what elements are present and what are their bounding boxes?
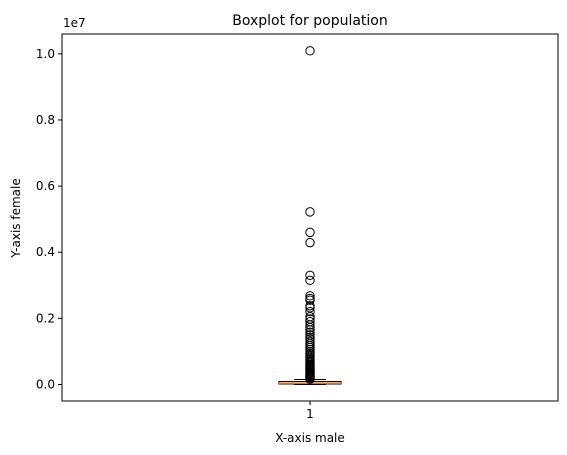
outlier-point	[305, 275, 315, 286]
outlier-point	[305, 327, 315, 337]
x-tick-label: 1	[306, 407, 314, 421]
outlier-point	[305, 325, 315, 335]
outlier-point	[305, 307, 315, 317]
y-tick-label: 0.8	[36, 113, 55, 127]
outlier-point	[305, 237, 315, 248]
x-axis-ticks: 1	[306, 401, 314, 421]
y-axis-ticks: 0.0 0.2 0.4 0.6 0.8 1.0	[36, 47, 62, 391]
x-axis-label: X-axis male	[275, 431, 345, 445]
y-tick-label: 0.6	[36, 179, 55, 193]
outliers-group	[305, 46, 315, 384]
outlier-point	[305, 303, 315, 313]
outlier-point	[305, 46, 315, 56]
chart-title: Boxplot for population	[232, 13, 388, 29]
y-tick-label: 0.0	[36, 377, 55, 391]
outlier-point	[305, 207, 315, 217]
y-axis-label: Y-axis female	[9, 178, 23, 258]
outlier-point	[305, 374, 315, 384]
outlier-point	[305, 270, 315, 281]
y-tick-label: 0.4	[36, 245, 55, 259]
outlier-point	[305, 295, 315, 305]
outlier-point	[305, 320, 315, 330]
outlier-point	[305, 322, 315, 333]
y-axis-scale-label: 1e7	[63, 16, 86, 30]
outlier-point	[305, 227, 315, 238]
y-tick-label: 0.2	[36, 311, 55, 325]
y-tick-label: 1.0	[36, 47, 55, 61]
outlier-point	[305, 291, 315, 301]
